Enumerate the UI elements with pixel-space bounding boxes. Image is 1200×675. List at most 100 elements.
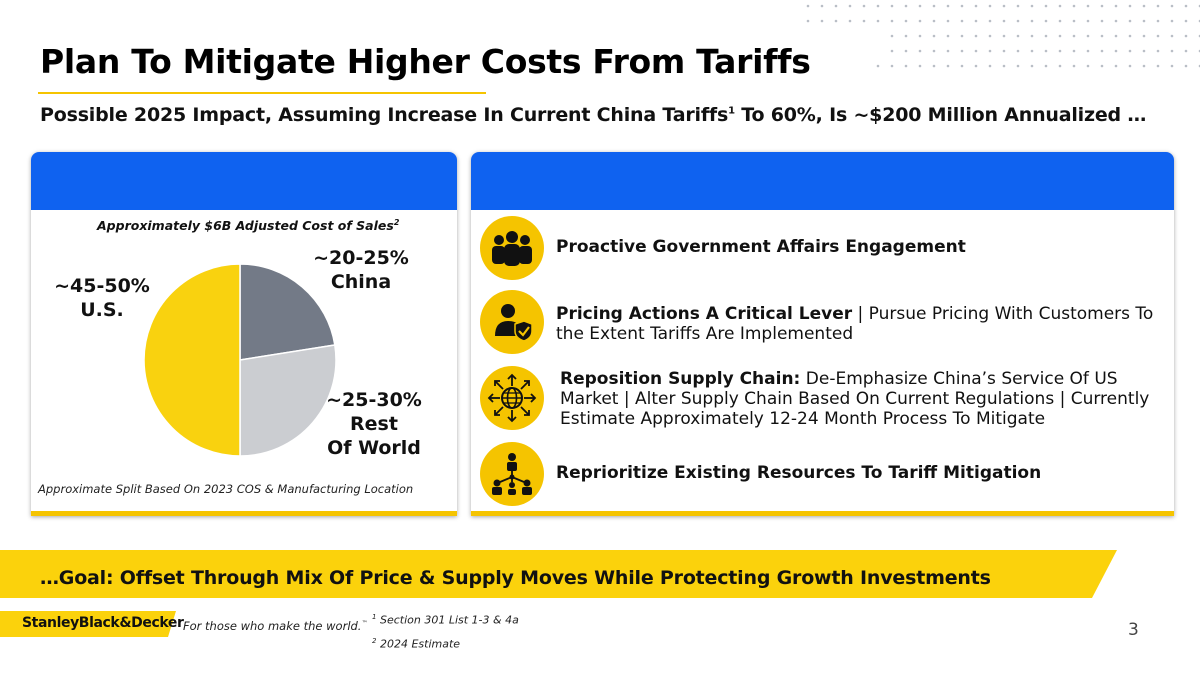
decor-dot [1030, 19, 1034, 23]
decor-dot [974, 34, 978, 38]
decor-dot [974, 49, 978, 53]
plan-item-supply-chain: Reposition Supply Chain: De-Emphasize Ch… [560, 369, 1160, 429]
subtitle-text-end: To 60%, Is ~$200 Million Annualized … [734, 104, 1147, 126]
decor-dot [932, 34, 936, 38]
footnote-1-mark: 1 [372, 613, 377, 621]
decor-dot [1072, 4, 1076, 8]
decor-dot [1114, 49, 1118, 53]
decor-dot [890, 19, 894, 23]
rest-of-world-label: ~25-30% Rest Of World [318, 388, 430, 460]
decor-dot [1142, 64, 1146, 68]
decor-dot [820, 4, 824, 8]
plan-item-heading: Reposition Supply Chain: [560, 369, 801, 389]
decor-dot [862, 19, 866, 23]
decor-dot [932, 4, 936, 8]
decor-dot [960, 4, 964, 8]
decor-dot [988, 19, 992, 23]
footnote-2: 2 2024 Estimate [372, 637, 460, 651]
tagline-text: For those who make the world. [183, 619, 362, 633]
footnote-2-text: 2024 Estimate [376, 637, 461, 651]
decor-dot [1156, 64, 1160, 68]
decor-dot [1142, 49, 1146, 53]
decor-dot [834, 19, 838, 23]
company-tagline: For those who make the world.™ [183, 619, 367, 633]
decor-dot [918, 34, 922, 38]
decor-dot [1170, 34, 1174, 38]
decor-dot [918, 4, 922, 8]
decor-dot [1044, 4, 1048, 8]
decor-dot [1058, 49, 1062, 53]
subtitle-footnote-mark: 1 [728, 105, 735, 117]
decor-dot [890, 49, 894, 53]
decor-dot [946, 64, 950, 68]
decor-dot [988, 4, 992, 8]
decor-dot [1128, 49, 1132, 53]
decor-dot [1170, 49, 1174, 53]
page-title: Plan To Mitigate Higher Costs From Tarif… [40, 42, 811, 81]
pie-slice-u-s [143, 263, 241, 457]
decor-dot [1100, 34, 1104, 38]
decor-dot [806, 4, 810, 8]
decor-dot [946, 49, 950, 53]
decor-dot [848, 19, 852, 23]
footnote-1-text: Section 301 List 1-3 & 4a [376, 613, 519, 627]
decor-dot [1072, 49, 1076, 53]
decor-dot [1030, 34, 1034, 38]
decor-dot [1114, 4, 1118, 8]
pie-caption: Approximately $6B Adjusted Cost of Sales… [97, 218, 399, 233]
decor-dot [848, 4, 852, 8]
rest-percent: ~25-30% [326, 389, 422, 411]
trademark-mark: ™ [361, 620, 368, 628]
china-name: China [330, 271, 392, 293]
decor-dot [904, 49, 908, 53]
decorative-dot-grid [806, 4, 1200, 68]
decor-dot [1086, 64, 1090, 68]
decor-dot [1072, 19, 1076, 23]
decor-dot [960, 64, 964, 68]
decor-dot [1184, 49, 1188, 53]
decor-dot [904, 64, 908, 68]
decor-dot [806, 19, 810, 23]
plan-item-heading: Proactive Government Affairs Engagement [556, 237, 966, 257]
decor-dot [1184, 34, 1188, 38]
decor-dot [1170, 4, 1174, 8]
decor-dot [1100, 4, 1104, 8]
plan-item-heading: Pricing Actions A Critical Lever [556, 304, 853, 324]
mitigation-plan-panel-header [471, 152, 1174, 210]
decor-dot [1142, 4, 1146, 8]
decor-dot [904, 4, 908, 8]
pie-slice-china [239, 263, 336, 361]
decor-dot [890, 64, 894, 68]
page-number: 3 [1128, 620, 1139, 640]
plan-item-pricing: Pricing Actions A Critical Lever | Pursu… [556, 304, 1156, 344]
decor-dot [974, 19, 978, 23]
decor-dot [932, 64, 936, 68]
decor-dot [890, 34, 894, 38]
decor-dot [1016, 4, 1020, 8]
decor-dot [1002, 34, 1006, 38]
decor-dot [1072, 64, 1076, 68]
decor-dot [918, 19, 922, 23]
footnote-2-mark: 2 [372, 637, 377, 645]
china-label: ~20-25% China [311, 246, 411, 294]
decor-dot [1072, 34, 1076, 38]
decor-dot [1016, 64, 1020, 68]
decor-dot [1184, 4, 1188, 8]
decor-dot [1156, 4, 1160, 8]
pie-caption-footnote-mark: 2 [393, 218, 400, 227]
rest-name-line2: Of World [327, 437, 421, 459]
decor-dot [1128, 19, 1132, 23]
plan-item-detail: De-Emphasize China’s Service Of US Marke… [560, 369, 1150, 429]
goal-banner [0, 550, 1117, 598]
title-underline [38, 92, 486, 94]
decor-dot [1100, 64, 1104, 68]
plan-item-detail: | Pursue Pricing With Customers To the E… [556, 304, 1154, 344]
decor-dot [1114, 19, 1118, 23]
decor-dot [1030, 49, 1034, 53]
decor-dot [1016, 34, 1020, 38]
decor-dot [1142, 34, 1146, 38]
decor-dot [1086, 4, 1090, 8]
decor-dot [1016, 49, 1020, 53]
cost-split-panel-header [31, 152, 457, 210]
decor-dot [1128, 64, 1132, 68]
